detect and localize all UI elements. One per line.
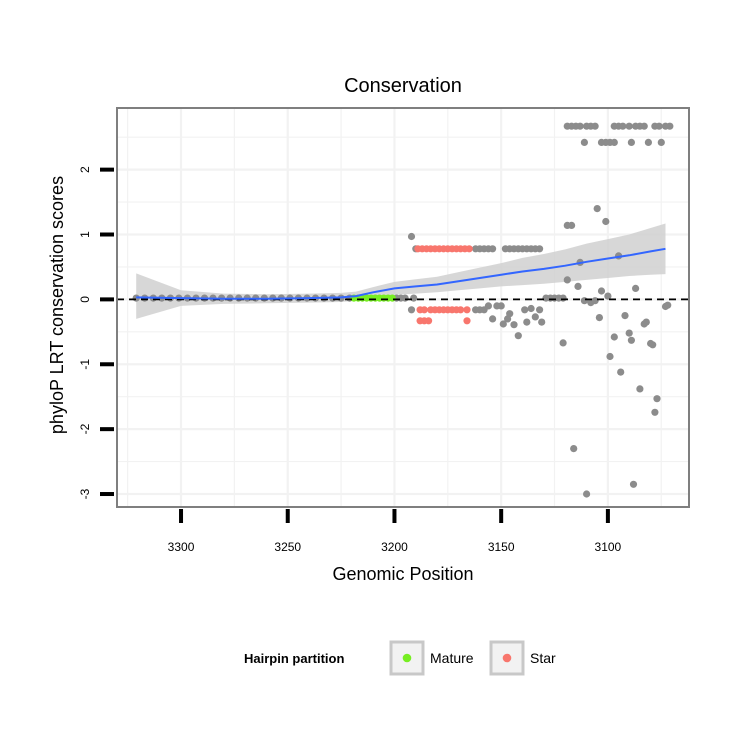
point-other [410, 294, 418, 302]
point-other [642, 318, 650, 326]
point-other [610, 138, 618, 146]
y-tick-label: 1 [78, 231, 92, 238]
panel-background [117, 108, 689, 507]
point-other [538, 318, 546, 326]
point-star [465, 245, 473, 253]
point-other [619, 122, 627, 130]
point-other [489, 245, 497, 253]
point-other [655, 122, 663, 130]
point-other [644, 138, 653, 146]
plot-panel [117, 108, 689, 507]
point-other [593, 205, 601, 213]
confidence-band-area [136, 223, 666, 319]
point-other [651, 408, 659, 416]
point-other [604, 292, 612, 300]
point-other [484, 302, 492, 310]
point-other [580, 297, 589, 305]
x-tick-label: 3300 [168, 540, 195, 554]
y-tick-label: 2 [78, 166, 92, 173]
x-axis: 3300 3250 3200 3150 3100 [168, 509, 622, 554]
point-star [425, 317, 433, 325]
point-star [463, 317, 471, 325]
y-axis: -3 -2 -1 0 1 2 [78, 166, 114, 499]
point-other [653, 395, 661, 403]
x-tick-label: 3150 [488, 540, 515, 554]
point-other [625, 122, 633, 130]
point-other [591, 122, 599, 130]
point-other [606, 352, 614, 361]
point-other [657, 138, 665, 146]
point-other [625, 329, 633, 337]
point-other [497, 302, 505, 310]
x-tick-label: 3250 [274, 540, 301, 554]
y-tick-label: -3 [78, 488, 92, 499]
legend-title: Hairpin partition [244, 651, 344, 666]
point-other [527, 304, 535, 313]
smooth-line [136, 247, 666, 300]
smooth-fit [136, 247, 666, 300]
point-mature [388, 294, 396, 302]
legend-dot-mature [402, 653, 412, 663]
legend-label-star: Star [530, 650, 556, 666]
point-other [629, 480, 638, 488]
point-other [666, 122, 674, 130]
point-other [649, 341, 657, 349]
point-other [531, 313, 539, 321]
point-other [574, 282, 582, 290]
point-other [514, 332, 522, 340]
point-other [568, 221, 576, 229]
point-other [559, 339, 567, 347]
point-other [576, 122, 584, 130]
legend-dot-star [502, 653, 512, 663]
point-other [510, 321, 518, 329]
gridlines [117, 108, 689, 507]
point-other [559, 294, 567, 302]
point-other [627, 138, 636, 146]
point-other [597, 287, 606, 295]
point-other [523, 318, 531, 326]
point-other [591, 297, 599, 305]
point-other [602, 217, 610, 226]
x-tick-label: 3100 [595, 540, 622, 554]
point-other [407, 232, 416, 241]
point-other [499, 320, 507, 328]
point-other [621, 312, 629, 320]
x-axis-title: Genomic Position [332, 564, 473, 584]
point-other [595, 314, 604, 322]
point-other [521, 306, 529, 314]
y-tick-label: -2 [78, 423, 92, 434]
panel-frame [116, 107, 690, 508]
point-other [506, 310, 514, 318]
legend: Hairpin partition Mature Star [244, 640, 556, 676]
point-star [457, 306, 465, 314]
point-other [570, 445, 578, 453]
point-other [610, 333, 618, 341]
point-other [401, 294, 409, 302]
point-other [536, 245, 544, 253]
legend-label-mature: Mature [430, 650, 474, 666]
point-star [420, 306, 428, 314]
point-other [536, 306, 544, 314]
point-other [617, 368, 625, 376]
point-other [627, 336, 636, 344]
y-tick-label: 0 [78, 296, 92, 303]
x-tick-label: 3200 [381, 540, 408, 554]
panel-border [116, 107, 690, 508]
point-other [580, 138, 589, 146]
point-other [489, 315, 497, 323]
y-axis-title: phyloP LRT conservation scores [47, 176, 67, 434]
chart-title: Conservation [344, 75, 462, 97]
point-other [407, 306, 416, 314]
point-other [583, 490, 591, 498]
point-other [632, 284, 640, 292]
point-other [640, 122, 648, 130]
point-other [563, 276, 571, 284]
confidence-band [136, 223, 666, 319]
y-tick-label: -1 [78, 359, 92, 370]
point-star [463, 306, 471, 314]
point-other [636, 385, 644, 393]
point-other [664, 301, 672, 309]
